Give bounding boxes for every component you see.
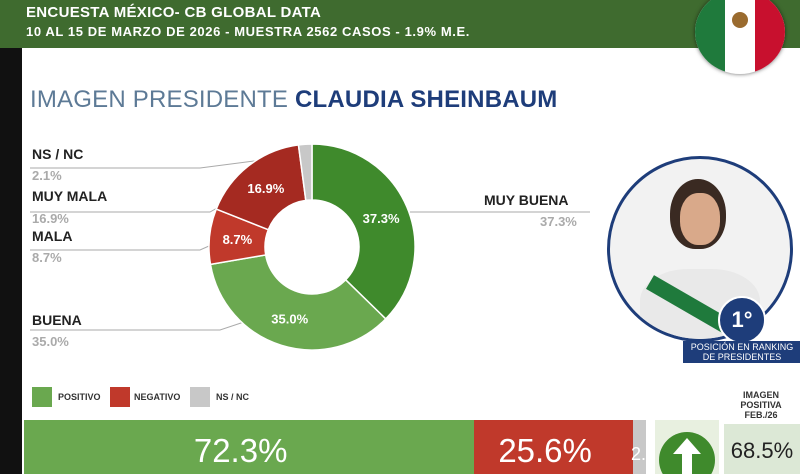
value-nsnc: 2.1% xyxy=(32,168,62,183)
header-bar: ENCUESTA MÉXICO- CB GLOBAL DATA 10 AL 15… xyxy=(0,0,800,48)
mexico-flag-icon xyxy=(695,0,785,74)
imagen-positiva-value: 68.5% xyxy=(730,438,794,463)
imagen-positiva-line3: FEB./26 xyxy=(744,410,778,420)
summary-value-positive: 72.3% xyxy=(193,432,288,469)
president-name: CLAUDIA SHEINBAUM xyxy=(294,86,558,113)
page-title: IMAGEN PRESIDENTE CLAUDIA SHEINBAUM xyxy=(30,86,558,114)
donut-slice-nsnc xyxy=(297,143,313,202)
donut-label-muy-buena: 37.3% xyxy=(363,211,400,226)
summary-bar-nsnc xyxy=(632,420,646,474)
summary-bar-positive xyxy=(24,420,474,474)
label-buena: BUENA xyxy=(32,312,82,328)
legend-label-nsnc: NS / NC xyxy=(216,392,250,402)
ranking-badge: 1° xyxy=(718,296,766,344)
summary-bar-negative xyxy=(473,420,633,474)
summary-value-negative: 25.6% xyxy=(498,432,592,469)
value-muy-buena: 37.3% xyxy=(540,214,577,229)
donut-label-mala: 8.7% xyxy=(223,232,253,247)
legend-swatch-nsnc xyxy=(190,387,210,407)
ranking-caption-line1: POSICIÓN EN RANKING xyxy=(690,342,794,352)
survey-title: ENCUESTA MÉXICO- CB GLOBAL DATA xyxy=(26,4,322,21)
ranking-caption-line2: DE PRESIDENTES xyxy=(702,352,782,362)
up-arrow-icon xyxy=(659,432,715,474)
legend-label-positivo: POSITIVO xyxy=(58,392,101,402)
donut-slice-buena xyxy=(209,254,387,351)
title-prefix: IMAGEN PRESIDENTE xyxy=(30,86,295,113)
label-muy-buena: MUY BUENA xyxy=(484,192,569,208)
imagen-positiva-line1: IMAGEN xyxy=(743,390,779,400)
legend-swatch-negativo xyxy=(110,387,130,407)
label-nsnc: NS / NC xyxy=(32,146,84,162)
label-mala: MALA xyxy=(32,228,73,244)
summary-value-nsnc: 2.1 xyxy=(630,444,656,464)
ranking-position: 1° xyxy=(731,307,753,332)
survey-details: 10 AL 15 DE MARZO DE 2026 - MUESTRA 2562… xyxy=(26,24,470,39)
imagen-positiva-header: IMAGEN POSITIVA FEB./26 xyxy=(722,390,800,420)
trend-box xyxy=(655,420,719,474)
value-mala: 8.7% xyxy=(32,250,62,265)
imagen-positiva-box xyxy=(724,424,800,474)
imagen-positiva-line2: POSITIVA xyxy=(740,400,782,410)
label-muy-mala: MUY MALA xyxy=(32,188,108,204)
leader-line-buena xyxy=(30,319,251,331)
donut-label-buena: 35.0% xyxy=(271,312,308,327)
legend-label-negativo: NEGATIVO xyxy=(134,392,181,402)
donut-label-muy-mala: 16.9% xyxy=(247,181,284,196)
value-muy-mala: 16.9% xyxy=(32,211,69,226)
donut-slice-muy-buena xyxy=(311,143,416,320)
ranking-caption: POSICIÓN EN RANKING DE PRESIDENTES xyxy=(683,341,800,363)
value-buena: 35.0% xyxy=(32,334,69,349)
legend-swatch-positivo xyxy=(32,387,52,407)
